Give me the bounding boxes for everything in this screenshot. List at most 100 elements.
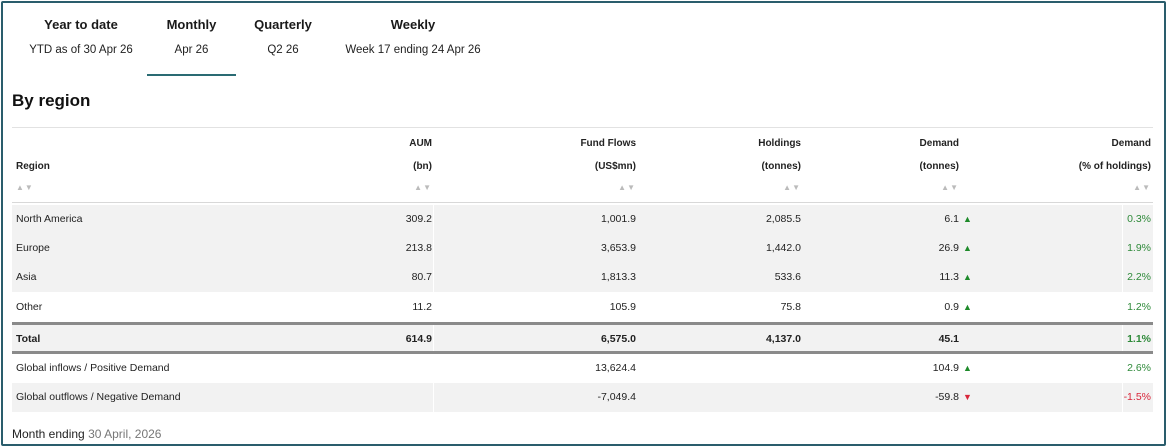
cell-fund-flows: 105.9: [609, 301, 636, 313]
cell-fund-flows: 6,575.0: [600, 333, 636, 345]
column-separator: [433, 263, 434, 292]
tab-label: Quarterly: [254, 17, 312, 32]
footnote-prefix: Month ending: [12, 427, 85, 441]
cell-demand-pct: 1.9%: [1127, 242, 1151, 254]
tab-label: Year to date: [44, 17, 118, 32]
cell-demand: 11.3: [939, 271, 959, 283]
cell-demand-pct: 1.2%: [1127, 301, 1151, 313]
cell-demand: 104.9: [932, 362, 959, 374]
tab-quarterly[interactable]: Quarterly Q2 26: [243, 3, 323, 75]
cell-region: Asia: [16, 271, 37, 283]
column-separator: [1122, 205, 1123, 234]
cell-fund-flows: 1,001.9: [600, 213, 636, 225]
cell-aum: 213.8: [405, 242, 432, 254]
up-arrow-icon: ▲: [963, 363, 972, 373]
cell-aum: 80.7: [411, 271, 432, 283]
cell-holdings: 533.6: [774, 271, 801, 283]
total-divider-bottom: [12, 351, 1153, 354]
tab-label: Weekly: [390, 17, 436, 32]
table-row: Global outflows / Negative Demand -7,049…: [12, 383, 1153, 412]
tab-sublabel: Week 17 ending 24 Apr 26: [345, 44, 481, 56]
cell-region: Other: [16, 301, 43, 313]
cell-demand-pct: -1.5%: [1123, 391, 1151, 403]
cell-demand: 0.9: [944, 301, 959, 313]
up-arrow-icon: ▲: [963, 272, 972, 282]
period-footnote: Month ending 30 April, 2026: [12, 427, 161, 441]
sort-holdings-icon[interactable]: ▲▼: [783, 183, 801, 192]
col-header-demand[interactable]: Demand: [919, 138, 959, 149]
column-separator: [433, 383, 434, 412]
up-arrow-icon: ▲: [963, 214, 972, 224]
tab-sublabel: Apr 26: [174, 44, 209, 56]
column-separator: [1122, 263, 1123, 292]
cell-aum: 11.2: [412, 301, 432, 313]
footnote-date: 30 April, 2026: [88, 427, 162, 441]
sort-demand-icon[interactable]: ▲▼: [941, 183, 959, 192]
col-header-region[interactable]: Region: [16, 161, 50, 172]
cell-demand: 6.1: [944, 213, 959, 225]
table-row: Other 11.2 105.9 75.8 0.9 ▲ 1.2%: [12, 293, 1153, 322]
cell-holdings: 4,137.0: [765, 333, 801, 345]
cell-fund-flows: 13,624.4: [595, 362, 636, 374]
cell-demand-pct: 2.2%: [1127, 271, 1151, 283]
column-separator: [433, 205, 434, 234]
tab-sublabel: YTD as of 30 Apr 26: [29, 44, 133, 56]
cell-aum: 614.9: [405, 333, 432, 345]
cell-fund-flows: -7,049.4: [597, 391, 636, 403]
tab-monthly[interactable]: Monthly Apr 26: [147, 3, 236, 76]
up-arrow-icon: ▲: [963, 243, 972, 253]
col-header-fund-flows[interactable]: Fund Flows: [580, 138, 636, 149]
col-header-demand-unit: (tonnes): [919, 161, 959, 172]
cell-holdings: 1,442.0: [765, 242, 801, 254]
cell-demand-pct: 1.1%: [1127, 333, 1151, 345]
active-tab-underline: [147, 74, 236, 76]
table-row: North America 309.2 1,001.9 2,085.5 6.1 …: [12, 205, 1153, 234]
cell-holdings: 2,085.5: [765, 213, 801, 225]
down-arrow-icon: ▼: [963, 392, 972, 402]
column-separator: [433, 234, 434, 263]
cell-fund-flows: 3,653.9: [600, 242, 636, 254]
col-header-demand-pct-unit: (% of holdings): [1078, 161, 1151, 172]
tab-label: Monthly: [166, 17, 217, 32]
col-header-holdings[interactable]: Holdings: [758, 138, 801, 149]
up-arrow-icon: ▲: [963, 302, 972, 312]
total-row: Total 614.9 6,575.0 4,137.0 45.1 1.1%: [12, 325, 1153, 354]
sort-region-icon[interactable]: ▲▼: [16, 183, 34, 192]
table-row: Global inflows / Positive Demand 13,624.…: [12, 354, 1153, 383]
col-header-fund-flows-unit: (US$mn): [594, 161, 636, 172]
cell-demand: 45.1: [938, 333, 959, 345]
table-header: Region ▲▼ AUM (bn) ▲▼ Fund Flows (US$mn)…: [12, 127, 1153, 203]
tab-sublabel: Q2 26: [267, 44, 299, 56]
col-header-holdings-unit: (tonnes): [761, 161, 801, 172]
cell-demand: -59.8: [935, 391, 959, 403]
col-header-demand-pct[interactable]: Demand: [1111, 138, 1151, 149]
cell-fund-flows: 1,813.3: [600, 271, 636, 283]
column-separator: [1122, 383, 1123, 412]
column-separator: [1122, 325, 1123, 354]
cell-region: Europe: [16, 242, 50, 254]
cell-region: Total: [16, 333, 41, 345]
total-divider-top: [12, 322, 1153, 325]
column-separator: [433, 325, 434, 354]
sort-demand-pct-icon[interactable]: ▲▼: [1133, 183, 1151, 192]
cell-demand-pct: 0.3%: [1127, 213, 1151, 225]
cell-region: North America: [16, 213, 83, 225]
column-separator: [1122, 234, 1123, 263]
cell-holdings: 75.8: [780, 301, 801, 313]
sort-fund-flows-icon[interactable]: ▲▼: [618, 183, 636, 192]
table-row: Asia 80.7 1,813.3 533.6 11.3 ▲ 2.2%: [12, 263, 1153, 292]
tab-year-to-date[interactable]: Year to date YTD as of 30 Apr 26: [21, 3, 141, 75]
section-title: By region: [12, 91, 91, 110]
period-tabs: Year to date YTD as of 30 Apr 26 Monthly…: [3, 3, 523, 76]
cell-region: Global outflows / Negative Demand: [16, 391, 181, 403]
cell-demand-pct: 2.6%: [1127, 362, 1151, 374]
cell-region: Global inflows / Positive Demand: [16, 362, 170, 374]
sort-aum-icon[interactable]: ▲▼: [414, 183, 432, 192]
col-header-aum[interactable]: AUM: [409, 138, 432, 149]
tab-weekly[interactable]: Weekly Week 17 ending 24 Apr 26: [343, 3, 483, 75]
table-row: Europe 213.8 3,653.9 1,442.0 26.9 ▲ 1.9%: [12, 234, 1153, 263]
cell-demand: 26.9: [938, 242, 959, 254]
col-header-aum-unit: (bn): [413, 161, 432, 172]
cell-aum: 309.2: [405, 213, 432, 225]
